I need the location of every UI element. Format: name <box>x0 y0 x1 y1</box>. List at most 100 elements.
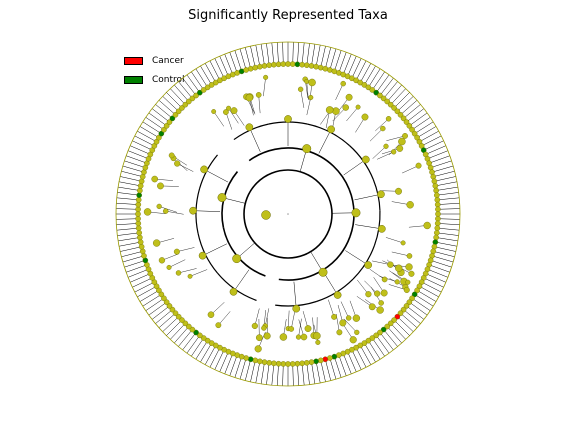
outer-tick <box>351 58 362 79</box>
clade-node <box>352 314 361 322</box>
clade-node <box>333 291 342 299</box>
leaf-node <box>285 361 291 367</box>
leaf-node <box>257 63 263 70</box>
clade-node <box>336 329 343 336</box>
leaf-node-control <box>411 291 418 298</box>
leaf-node <box>434 220 441 227</box>
clade-node <box>297 86 304 92</box>
outer-tick <box>400 100 418 115</box>
outer-tick <box>397 316 414 332</box>
outer-tick <box>375 74 390 93</box>
leaf-node <box>434 225 441 231</box>
leaf-node <box>275 360 282 367</box>
leaf-node <box>400 306 407 313</box>
outer-tick <box>200 342 212 363</box>
leaf-node <box>161 126 167 133</box>
branch-stem <box>291 310 296 329</box>
outer-tick <box>406 108 425 123</box>
leaf-node <box>137 187 143 194</box>
outer-tick <box>219 351 229 372</box>
clade-node <box>255 92 262 98</box>
clade-node <box>174 160 181 167</box>
outer-tick <box>431 165 454 173</box>
outer-tick <box>204 345 216 365</box>
outer-tick <box>250 360 256 382</box>
clade-node <box>313 332 321 340</box>
outer-tick <box>122 165 145 173</box>
branch-stem <box>328 299 335 317</box>
clade-node <box>175 270 182 276</box>
outer-tick <box>224 53 234 75</box>
outer-tick <box>419 130 439 142</box>
outer-tick <box>390 88 406 105</box>
leaf-node <box>394 108 401 115</box>
leaf-node <box>189 95 196 102</box>
outer-tick <box>437 197 460 201</box>
clade-node <box>168 152 175 159</box>
legend: Cancer Control <box>124 51 185 89</box>
clade-node <box>423 221 431 230</box>
outer-tick <box>124 160 146 168</box>
clade-node <box>284 115 292 123</box>
leaf-node <box>166 119 173 125</box>
leaf-node <box>252 357 259 364</box>
leaf-node <box>163 123 170 129</box>
clade-node <box>408 270 415 277</box>
leaf-node <box>261 63 268 69</box>
leaf-node <box>135 201 142 208</box>
clade-node <box>304 79 310 84</box>
outer-tick <box>334 50 342 72</box>
clade-node <box>400 240 406 246</box>
clade-node <box>394 279 400 285</box>
clade-node <box>342 104 349 111</box>
outer-tick <box>351 349 362 370</box>
outer-tick <box>260 362 265 384</box>
leaf-node <box>391 317 397 323</box>
leaf-node <box>135 225 142 231</box>
legend-label-control: Control <box>152 74 185 85</box>
clade-node <box>405 263 413 271</box>
leaf-node <box>163 299 170 305</box>
outer-tick <box>334 356 342 378</box>
branch-stem <box>287 310 290 329</box>
outer-tick <box>116 197 139 201</box>
phylum-ring <box>243 169 333 259</box>
leaf-node <box>397 112 404 118</box>
leaf-node <box>135 206 141 213</box>
outer-tick <box>400 313 418 328</box>
leaf-node <box>308 359 315 365</box>
leaf-node <box>138 178 145 185</box>
leaf-node <box>361 82 368 88</box>
page-title: Significantly Represented Taxa <box>188 8 388 23</box>
outer-tick <box>434 246 456 252</box>
leaf-node <box>303 360 310 366</box>
outer-tick <box>425 145 446 155</box>
leaf-node <box>135 220 142 227</box>
clade-node <box>365 291 372 298</box>
clade-node <box>255 334 263 342</box>
outer-tick <box>244 47 251 69</box>
clade-node <box>198 251 207 260</box>
clade-node <box>406 201 414 209</box>
outer-tick <box>200 65 212 86</box>
outer-tick <box>191 337 204 357</box>
clade-node <box>396 145 404 152</box>
outer-tick <box>325 359 332 381</box>
clade-node <box>308 78 316 87</box>
phylum-node <box>261 210 271 220</box>
branch-stem <box>372 146 387 159</box>
clade-node <box>385 116 392 122</box>
outer-tick <box>364 65 376 86</box>
outer-tick <box>134 281 155 293</box>
leaf-node <box>299 61 305 68</box>
leaf-node-control <box>136 192 142 199</box>
leaf-node <box>197 332 203 339</box>
outer-tick <box>390 323 406 340</box>
leaf-node <box>313 63 319 70</box>
clade-node <box>354 329 360 335</box>
clade-node <box>229 287 238 296</box>
outer-tick <box>411 298 431 311</box>
branch-stem <box>318 131 330 154</box>
outer-ring <box>115 41 461 387</box>
